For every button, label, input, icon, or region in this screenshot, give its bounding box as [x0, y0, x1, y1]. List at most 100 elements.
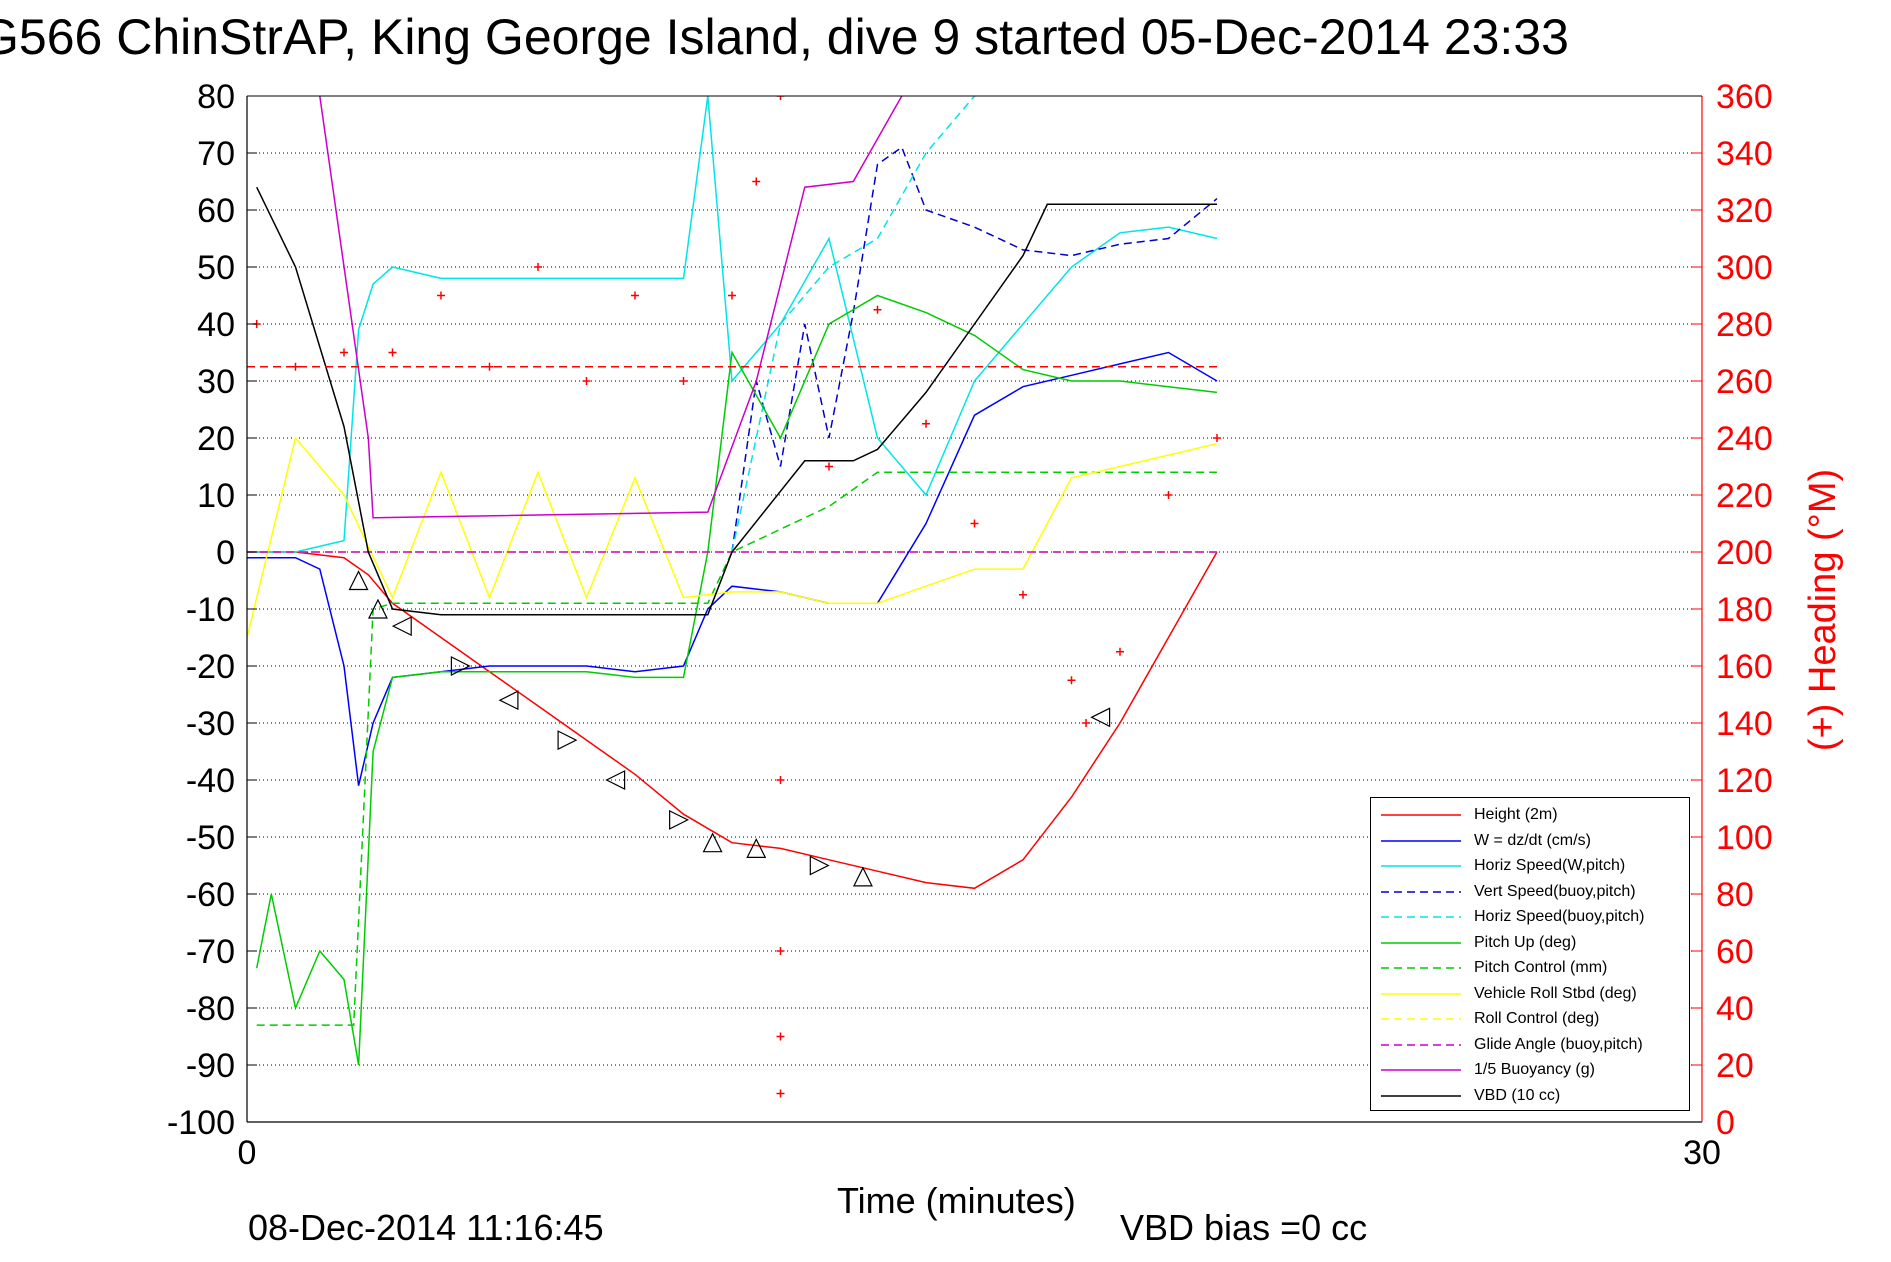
x-axis-label: Time (minutes) [837, 1180, 1076, 1221]
series-line-7 [247, 436, 1218, 638]
markers-group [348, 570, 1111, 887]
legend-label: W = dz/dt (cm/s) [1474, 831, 1591, 849]
heading-point [1067, 676, 1076, 685]
y-tick-label: -60 [186, 876, 235, 914]
heading-point [776, 96, 785, 100]
legend-item: VBD (10 cc) [1371, 1085, 1691, 1110]
heading-point [1019, 590, 1027, 599]
triangle-marker-left [391, 616, 412, 637]
legend-label: Vert Speed(buoy,pitch) [1474, 882, 1636, 900]
y-tick-label: -20 [186, 648, 235, 686]
legend-label: Vehicle Roll Stbd (deg) [1474, 984, 1637, 1002]
y-right-tick-label: 340 [1716, 135, 1773, 173]
y-tick-label: -30 [186, 705, 235, 743]
legend-item: Height (2m) [1371, 804, 1691, 829]
y-tick-label: -50 [186, 819, 235, 857]
y-tick-label: -70 [186, 933, 235, 971]
heading-point [752, 177, 761, 186]
heading-point [679, 377, 688, 385]
legend-label: Pitch Up (deg) [1474, 933, 1577, 951]
series-line-3 [731, 146, 1218, 553]
y-tick-label: 70 [197, 135, 235, 173]
y-right-tick-label: 0 [1716, 1104, 1735, 1142]
chart-title: G566 ChinStrAP, King George Island, dive… [0, 9, 1569, 65]
y-right-tick-label: 260 [1716, 363, 1773, 401]
y-right-tick-label: 180 [1716, 591, 1773, 629]
y-right-tick-label: 280 [1716, 306, 1773, 344]
heading-point [534, 263, 542, 271]
legend-swatch [1381, 1043, 1461, 1046]
triangle-marker-left [605, 770, 626, 790]
triangle-marker-left [1090, 707, 1111, 728]
heading-point [1213, 434, 1221, 442]
y-right-tick-label: 60 [1716, 933, 1754, 971]
vbd-bias-label: VBD bias =0 cc [1120, 1207, 1368, 1248]
series-line-6 [256, 471, 1217, 1026]
y-tick-label: -90 [186, 1047, 235, 1085]
legend-item: Pitch Control (mm) [1371, 957, 1691, 982]
legend-item: Horiz Speed(W,pitch) [1371, 855, 1691, 880]
y-right-tick-label: 160 [1716, 648, 1773, 686]
series-line-10 [319, 96, 903, 519]
legend-swatch [1381, 941, 1461, 944]
heading-point [776, 947, 785, 955]
legend-item: Vehicle Roll Stbd (deg) [1371, 983, 1691, 1008]
y-tick-label: -80 [186, 990, 235, 1028]
legend-label: 1/5 Buoyancy (g) [1474, 1061, 1595, 1078]
y-tick-label: 0 [216, 534, 235, 572]
heading-point [1116, 647, 1124, 656]
series-line-5 [255, 294, 1218, 1066]
heading-point [1082, 719, 1091, 727]
y-right-tick-label: 140 [1716, 705, 1773, 743]
legend-swatch [1381, 1018, 1461, 1020]
tick-labels: 80706050403020100-10-20-30-40-50-60-70-8… [167, 78, 1844, 1172]
legend-swatch [1381, 890, 1461, 893]
heading-point [873, 305, 882, 314]
legend-swatch [1381, 992, 1461, 995]
y-right-tick-label: 300 [1716, 249, 1773, 287]
legend-swatch [1381, 865, 1461, 867]
legend-item: Pitch Up (deg) [1371, 932, 1691, 957]
legend-swatch [1381, 916, 1461, 918]
legend-label: Roll Control (deg) [1474, 1010, 1600, 1027]
legend-swatch [1381, 1094, 1461, 1097]
heading-point [340, 348, 348, 357]
legend-label: Horiz Speed(buoy,pitch) [1474, 908, 1645, 925]
y-right-tick-label: 80 [1716, 876, 1754, 914]
x-tick-label: 0 [238, 1134, 257, 1172]
y-tick-label: 20 [197, 420, 235, 458]
heading-point [825, 462, 833, 471]
legend-item: Glide Angle (buoy,pitch) [1371, 1034, 1691, 1059]
y-tick-label: 40 [197, 306, 235, 344]
timestamp: 08-Dec-2014 11:16:45 [248, 1207, 604, 1248]
series-line-4 [731, 96, 976, 553]
y-right-tick-label: 200 [1716, 534, 1773, 572]
series-line-0 [247, 551, 1218, 890]
y-right-tick-label: 320 [1716, 192, 1773, 230]
y-tick-label: 10 [197, 477, 235, 515]
heading-point [776, 1032, 785, 1041]
heading-point [388, 348, 397, 357]
y-right-tick-label: 360 [1716, 78, 1773, 116]
legend-swatch [1381, 814, 1461, 816]
series-line-2 [247, 96, 1218, 553]
legend-swatch [1381, 839, 1461, 842]
heading-point [437, 291, 445, 300]
y-tick-label: 80 [197, 78, 235, 116]
heading-point [631, 291, 639, 300]
y-right-tick-label: 240 [1716, 420, 1773, 458]
y-tick-label: 60 [197, 192, 235, 230]
legend-item: 1/5 Buoyancy (g) [1371, 1059, 1691, 1084]
y-tick-label: -10 [186, 591, 235, 629]
triangle-marker-up [746, 838, 767, 858]
triangle-marker-right [669, 809, 689, 830]
heading-point [582, 377, 591, 385]
series-group [247, 96, 1221, 1098]
legend-label: VBD (10 cc) [1474, 1086, 1561, 1104]
y-right-tick-label: 100 [1716, 819, 1773, 857]
heading-series [252, 96, 1221, 1098]
legend-label: Height (2m) [1474, 806, 1558, 823]
heading-point [728, 291, 736, 300]
triangle-marker-up [702, 832, 723, 853]
